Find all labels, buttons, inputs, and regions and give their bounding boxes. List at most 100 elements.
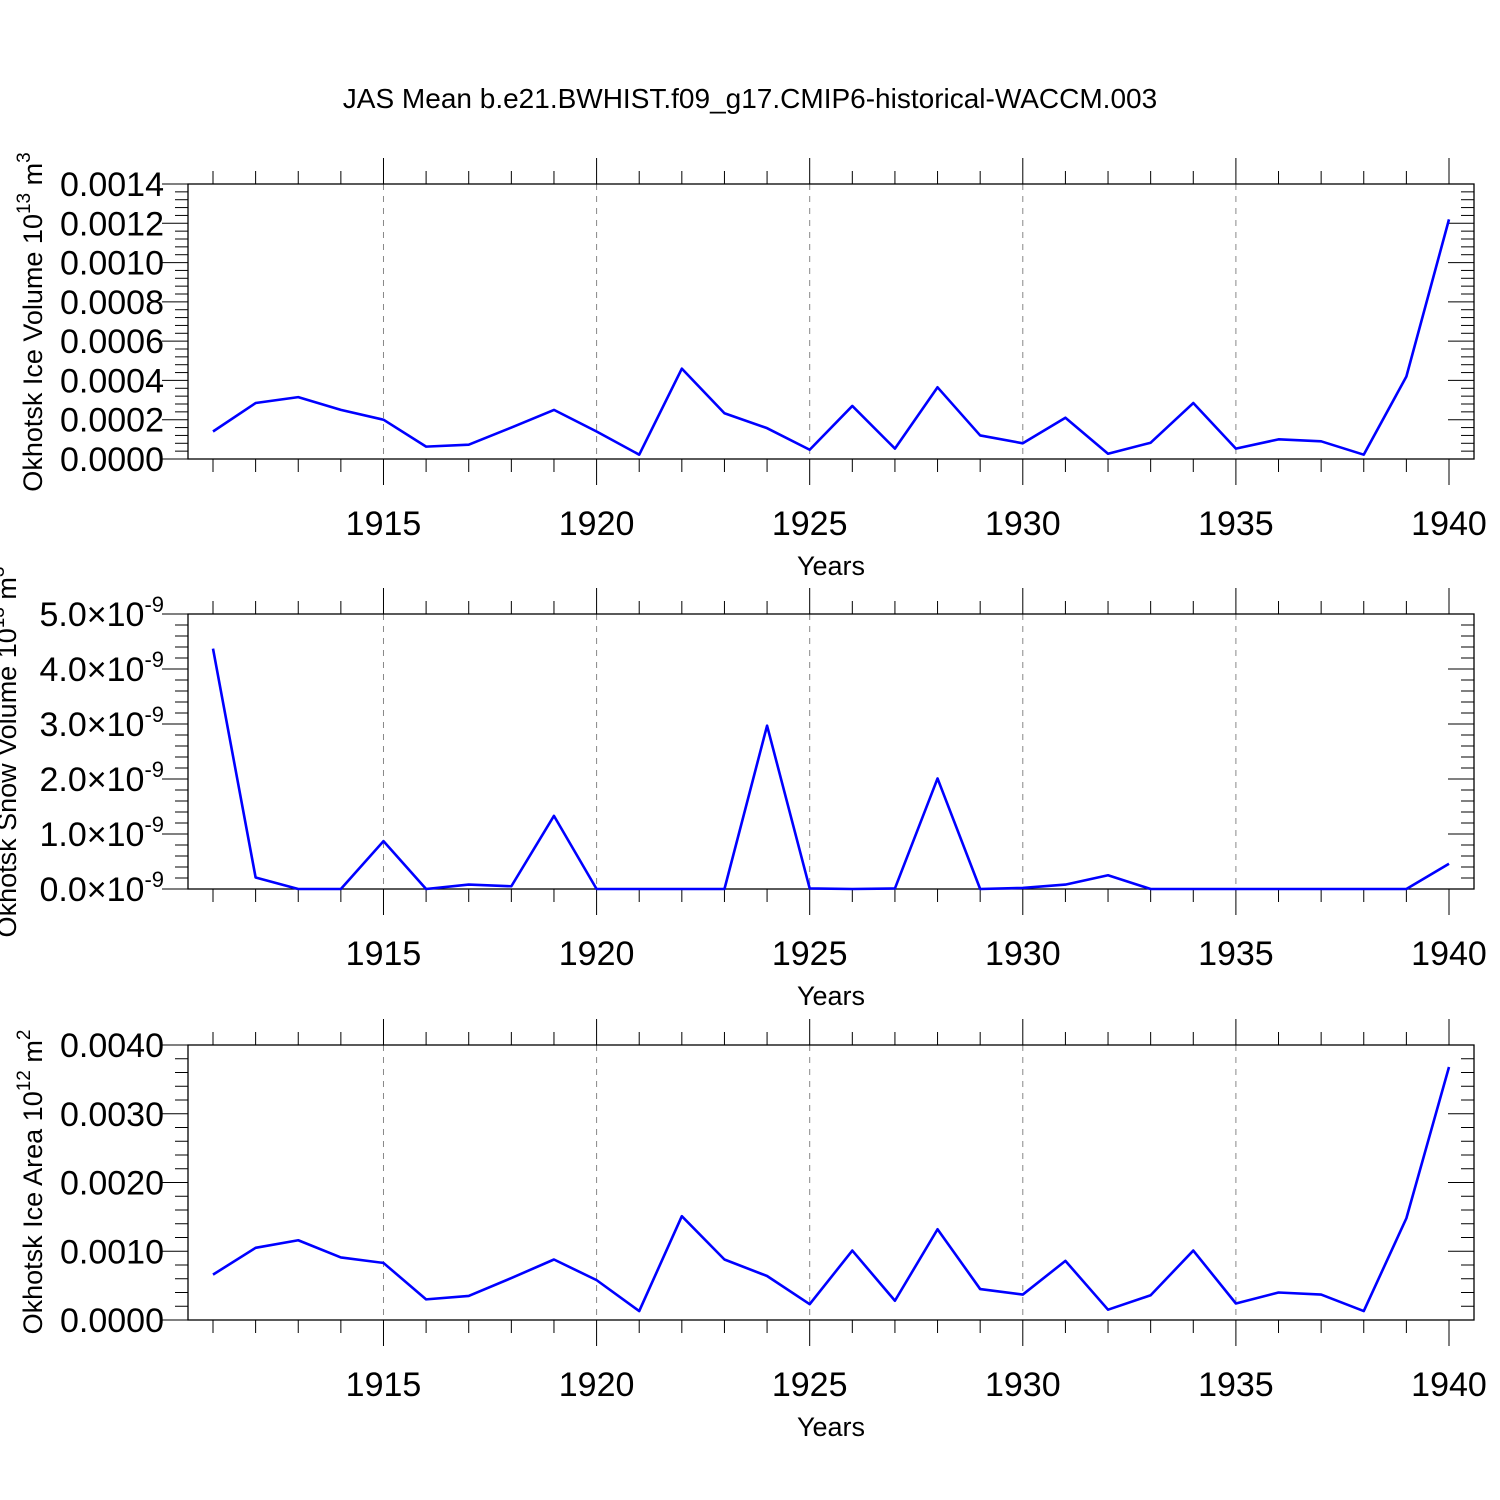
x-tick-label: 1925: [772, 505, 848, 543]
y-axis-label-text: m: [18, 163, 48, 193]
y-tick-label: 0.0002: [60, 402, 164, 440]
data-point: [1447, 862, 1451, 866]
x-axis-label: Years: [797, 1412, 865, 1442]
data-point: [1319, 887, 1323, 891]
y-tick-label: 1.0×10-9: [39, 812, 164, 854]
data-point: [1063, 1259, 1067, 1263]
data-point: [765, 426, 769, 430]
data-point: [1021, 886, 1025, 890]
panel-1: 0.00000.00020.00040.00060.00080.00100.00…: [14, 152, 1487, 581]
data-point: [850, 1249, 854, 1253]
panel-2: 0.0×10-9 1.0×10-9 2.0×10-9 3.0×10-9 4.0×10-9…: [0, 567, 1487, 1011]
data-point: [424, 887, 428, 891]
y-tick-exponent: -9: [144, 867, 164, 892]
y-tick-label: 0.0010: [60, 245, 164, 283]
data-point: [850, 404, 854, 408]
y-axis-label-superscript: 3: [14, 152, 35, 163]
data-point: [722, 1258, 726, 1262]
series-line: [212, 1066, 1451, 1313]
y-tick-label: 0.0004: [60, 362, 164, 400]
plot-frame: [187, 183, 1475, 460]
data-point: [978, 433, 982, 437]
y-axis-label-text: m: [0, 577, 22, 607]
y-tick-label: 0.0014: [60, 166, 164, 204]
x-tick-label: 1935: [1198, 935, 1274, 973]
data-point: [637, 453, 641, 457]
y-tick-label: 3.0×10-9: [39, 702, 164, 744]
data-point: [1149, 887, 1153, 891]
data-point: [381, 1261, 385, 1265]
y-tick-exponent: -9: [144, 757, 164, 782]
data-point: [1149, 1293, 1153, 1297]
y-tick-label: 2.0×10-9: [39, 757, 164, 799]
x-tick-label: 1915: [346, 1366, 422, 1404]
data-point: [722, 887, 726, 891]
data-point: [1063, 883, 1067, 887]
y-tick-label: 0.0000: [60, 441, 164, 479]
data-point: [211, 430, 215, 434]
y-tick-label: 0.0×10-9: [39, 867, 164, 909]
y-tick-label: 0.0008: [60, 284, 164, 322]
y-tick-exponent: -9: [144, 592, 164, 617]
x-tick-label: 1935: [1198, 505, 1274, 543]
y-axis-label-text: Okhotsk Snow Volume 10: [0, 628, 22, 937]
series-line: [211, 648, 1450, 891]
series-line: [212, 219, 1451, 456]
y-axis-label-superscript: 13: [0, 607, 9, 628]
y-tick-label: 4.0×10-9: [39, 647, 164, 689]
data-point: [1277, 1291, 1281, 1295]
data-point: [1319, 439, 1323, 443]
data-point: [1234, 887, 1238, 891]
data-point: [595, 430, 599, 434]
data-point: [893, 1299, 897, 1303]
y-axis-label-text: Okhotsk Ice Volume 10: [18, 214, 48, 492]
x-axis-label: Years: [797, 551, 865, 581]
y-axis-label-superscript: 13: [14, 193, 35, 214]
data-point: [381, 418, 385, 422]
data-point: [808, 886, 812, 890]
x-axis-label: Years: [797, 981, 865, 1011]
data-point: [850, 887, 854, 891]
y-tick-label: 0.0006: [60, 323, 164, 361]
data-point: [1277, 887, 1281, 891]
y-tick-label: 0.0020: [60, 1165, 164, 1203]
data-point: [978, 1287, 982, 1291]
data-point: [1106, 452, 1110, 456]
y-axis-label: Okhotsk Ice Volume 1013 m3: [14, 152, 48, 491]
data-point: [296, 395, 300, 399]
data-point: [1106, 873, 1110, 877]
y-tick-label: 5.0×10-9: [39, 592, 164, 634]
data-point: [637, 887, 641, 891]
x-tick-label: 1940: [1411, 505, 1487, 543]
data-point: [1234, 447, 1238, 451]
y-tick-label: 0.0012: [60, 205, 164, 243]
data-point: [467, 1294, 471, 1298]
data-point: [1191, 1249, 1195, 1253]
data-point: [1319, 1293, 1323, 1297]
panels: 0.00000.00020.00040.00060.00080.00100.00…: [0, 152, 1487, 1442]
data-point: [595, 1278, 599, 1282]
panel-3: 0.0000 0.0010 0.0020 0.0030 0.0040 1915 1920 19…: [14, 1019, 1487, 1442]
data-point: [1447, 217, 1451, 221]
data-point: [595, 887, 599, 891]
data-point: [1149, 441, 1153, 445]
data-point: [509, 884, 513, 888]
data-point: [552, 1258, 556, 1262]
data-point: [211, 647, 215, 651]
data-point: [1447, 1065, 1451, 1069]
data-point: [936, 1227, 940, 1231]
x-tick-label: 1930: [985, 935, 1061, 973]
y-axis-label-superscript: 12: [14, 1070, 35, 1091]
data-point: [339, 887, 343, 891]
data-point: [680, 367, 684, 371]
chart-title: JAS Mean b.e21.BWHIST.f09_g17.CMIP6-hist…: [343, 83, 1157, 114]
data-point: [1234, 1302, 1238, 1306]
y-tick-exponent: -9: [144, 702, 164, 727]
x-tick-label: 1940: [1411, 1366, 1487, 1404]
x-tick-label: 1925: [772, 1366, 848, 1404]
data-point: [936, 385, 940, 389]
y-tick-label: 0.0000: [60, 1302, 164, 1340]
y-axis-label-text: m: [18, 1040, 48, 1070]
y-tick-exponent: -9: [144, 647, 164, 672]
